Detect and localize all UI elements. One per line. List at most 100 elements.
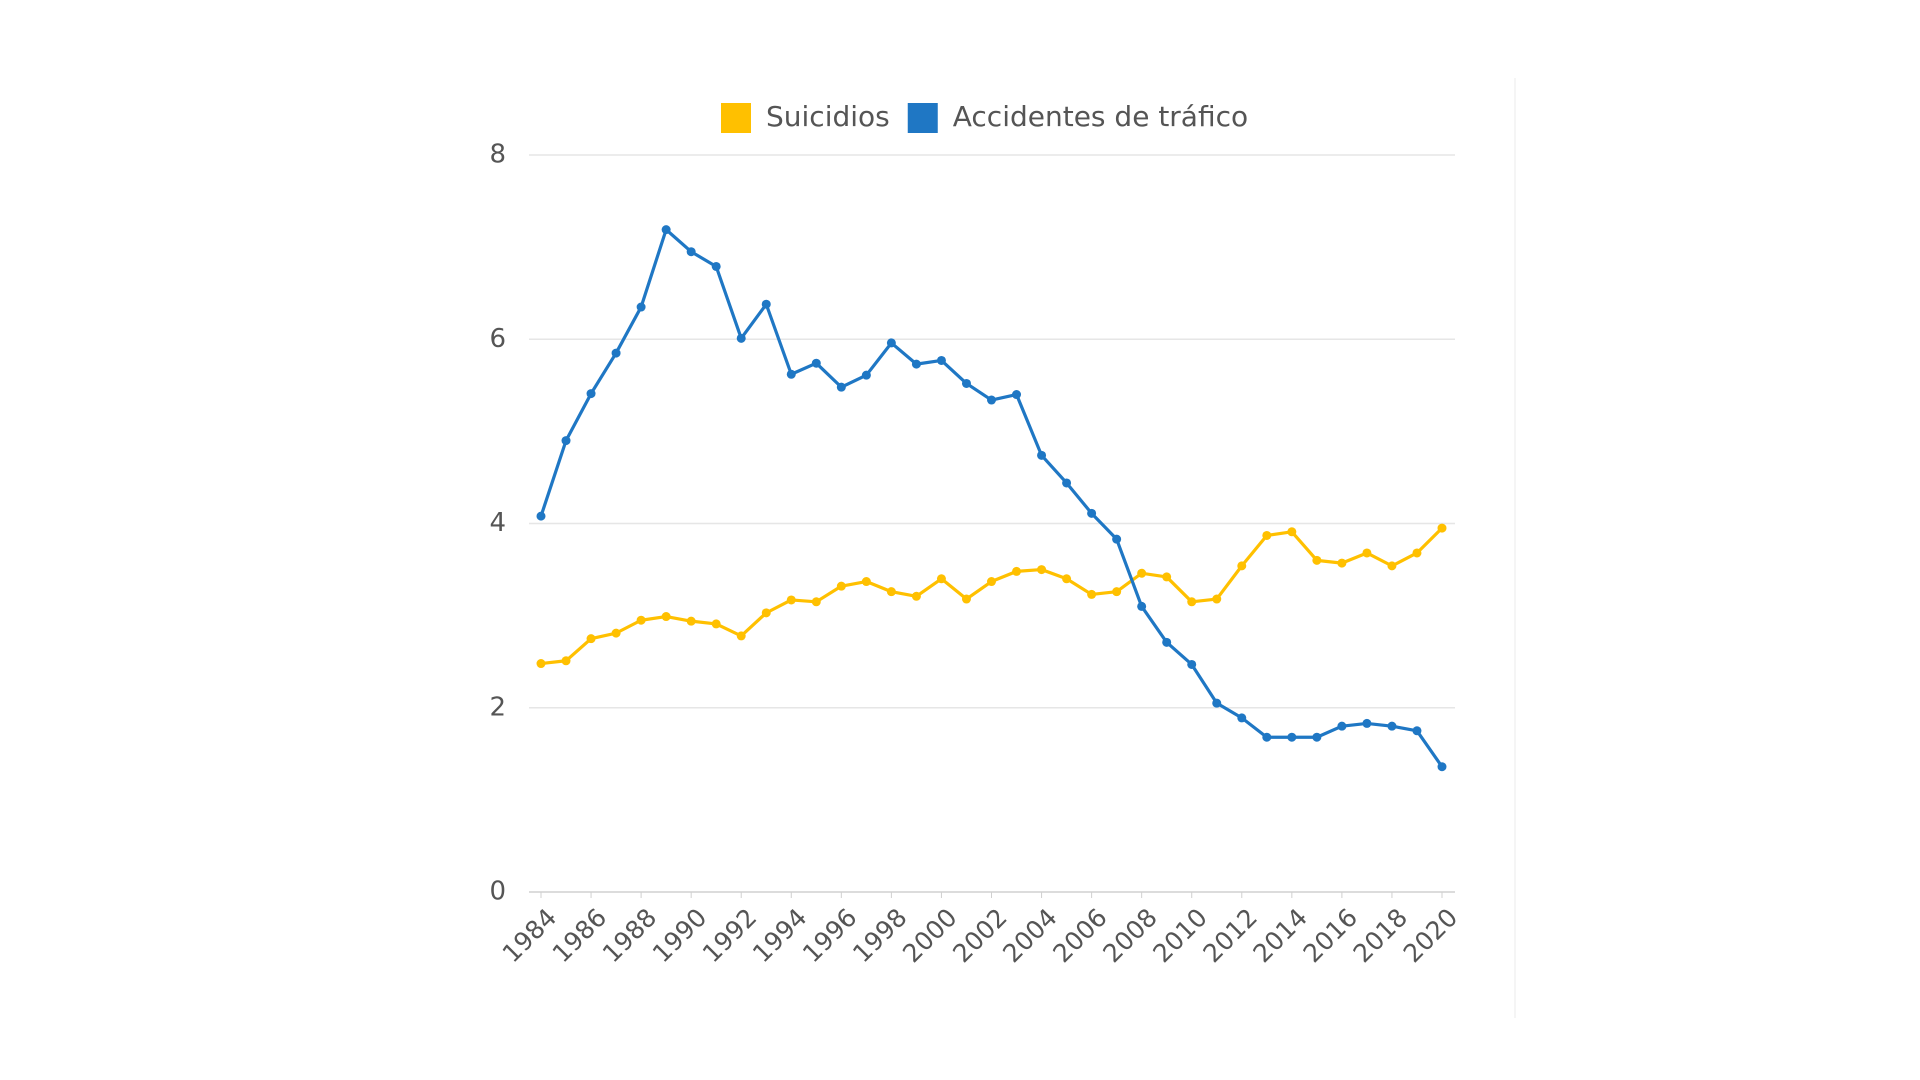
point (886, 587, 896, 597)
point (1162, 637, 1172, 647)
x-tick-label: 2018 (1348, 903, 1413, 968)
point (586, 389, 596, 399)
point (861, 577, 871, 587)
x-tick-label: 2000 (897, 903, 962, 968)
point (786, 369, 796, 379)
point (1337, 558, 1347, 568)
x-tick-label: 1986 (547, 903, 612, 968)
point (586, 634, 596, 644)
x-tick-label: 1992 (697, 903, 762, 968)
point (1237, 561, 1247, 571)
point (1037, 450, 1047, 460)
point (836, 581, 846, 591)
legend-swatch (721, 103, 751, 133)
point (636, 615, 646, 625)
x-tick-label: 1996 (797, 903, 862, 968)
point (1212, 698, 1222, 708)
point (987, 577, 996, 587)
x-tick-label: 2016 (1298, 903, 1363, 968)
point (961, 594, 971, 604)
point (686, 616, 696, 626)
y-tick-label: 0 (489, 877, 506, 907)
point (1287, 732, 1297, 742)
x-tick-label: 1990 (647, 903, 712, 968)
point (1412, 726, 1422, 736)
point (886, 338, 896, 348)
point (1087, 589, 1097, 599)
point (987, 395, 996, 405)
point (1387, 561, 1397, 571)
point (661, 612, 671, 622)
point (611, 348, 621, 358)
point (536, 511, 546, 521)
y-tick-label: 6 (489, 324, 506, 354)
point (1287, 527, 1297, 537)
point (1437, 762, 1447, 772)
x-tick-label: 2020 (1398, 903, 1463, 968)
point (811, 358, 821, 368)
y-tick-label: 8 (489, 140, 506, 170)
point (1337, 721, 1347, 731)
series-line (539, 228, 1444, 768)
point (1187, 597, 1197, 607)
point (1037, 565, 1047, 575)
point (711, 619, 721, 629)
point (736, 631, 746, 641)
point (1412, 548, 1422, 558)
point (1062, 478, 1072, 488)
point (1362, 548, 1372, 558)
x-tick-label: 2006 (1047, 903, 1112, 968)
point (936, 574, 946, 584)
point (786, 595, 796, 605)
point (1312, 732, 1322, 742)
point (1012, 390, 1022, 400)
point (1062, 574, 1072, 584)
point (1387, 721, 1397, 731)
point (1012, 566, 1022, 576)
point (1187, 659, 1197, 669)
point (1262, 732, 1272, 742)
point (761, 608, 771, 618)
x-tick-label: 1998 (847, 903, 912, 968)
point (911, 591, 921, 601)
point (911, 359, 921, 369)
point (1237, 713, 1247, 723)
point (1312, 555, 1322, 565)
x-tick-label: 2012 (1197, 903, 1262, 968)
legend-label: Accidentes de tráfico (953, 100, 1248, 133)
point (536, 659, 546, 669)
point (936, 355, 946, 365)
x-tick-label: 2004 (997, 903, 1062, 968)
point (736, 333, 746, 343)
x-tick-label: 1988 (597, 903, 662, 968)
point (711, 261, 721, 271)
x-tick-label: 2008 (1097, 903, 1162, 968)
legend-label: Suicidios (766, 100, 890, 133)
point (1162, 572, 1172, 582)
series-line (540, 526, 1444, 666)
x-tick-label: 2002 (947, 903, 1012, 968)
point (636, 302, 646, 312)
point (1212, 594, 1222, 604)
point (1112, 534, 1122, 544)
point (1362, 718, 1372, 728)
point (561, 656, 571, 666)
point (836, 382, 846, 392)
x-tick-label: 2010 (1147, 903, 1212, 968)
point (1137, 568, 1147, 578)
x-tick-label: 1984 (497, 903, 562, 968)
legend: Suicidios Accidentes de tráfico (721, 100, 1248, 133)
y-tick-label: 2 (489, 692, 506, 722)
point (1262, 530, 1272, 540)
point (1437, 523, 1447, 533)
point (561, 436, 571, 446)
point (661, 225, 671, 235)
point (861, 370, 871, 380)
point (1137, 601, 1147, 611)
legend-swatch (907, 103, 938, 133)
x-tick-label: 2014 (1248, 903, 1313, 968)
point (761, 299, 771, 309)
point (686, 247, 696, 257)
